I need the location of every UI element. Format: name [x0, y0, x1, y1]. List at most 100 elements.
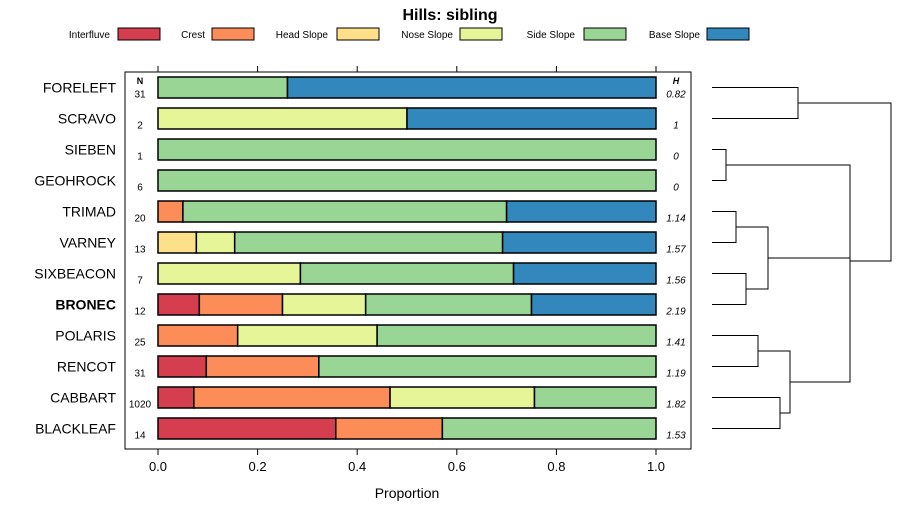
x-tick-label: 0.4 [348, 459, 366, 474]
bar-segment-side-slope [376, 324, 657, 347]
row-label: SCRAVO [58, 111, 116, 127]
bar-segment-interfluve [157, 386, 195, 409]
legend-swatch-side-slope [583, 27, 627, 41]
legend-label-interfluve: Interfluve [69, 30, 111, 41]
bar-segment-base-slope [530, 293, 657, 316]
row-h-label: 1.56 [666, 276, 686, 287]
row-h-label: 1.14 [666, 214, 686, 225]
bar-segment-side-slope [364, 293, 533, 316]
dendrogram-link [712, 149, 727, 181]
bar-segment-base-slope [286, 76, 657, 99]
bar-segment-interfluve [157, 293, 201, 316]
bar-segment-head-slope [157, 231, 198, 254]
bar-segment-nose-slope [157, 262, 302, 285]
row-h-label: 1.82 [666, 400, 686, 411]
bar-segment-crest [157, 200, 184, 223]
bar-segment-base-slope [501, 231, 657, 254]
row-n-label: 12 [134, 307, 146, 318]
row-h-label: 0 [673, 183, 679, 194]
row-label: BLACKLEAF [35, 421, 116, 437]
row-n-label: 1020 [129, 400, 152, 411]
dendrogram-link [726, 164, 851, 320]
legend-label-crest: Crest [181, 30, 205, 41]
dendrogram-link [712, 273, 747, 305]
row-n-label: 1 [137, 152, 143, 163]
legend-swatch-head-slope [336, 27, 380, 41]
bar-segment-crest [193, 386, 391, 409]
bar-segment-side-slope [157, 76, 289, 99]
bar-segment-side-slope [533, 386, 657, 409]
legend: Interfluve Crest Head Slope Nose Slope Side … [69, 27, 750, 41]
dendrogram-link [712, 397, 781, 429]
row-label: FORELEFT [43, 80, 117, 96]
bar-segment-base-slope [505, 200, 657, 223]
row-n-label: 20 [134, 214, 146, 225]
row-h-label: 1.57 [666, 245, 686, 256]
bar-segment-side-slope [157, 138, 657, 161]
chart-title: Hills: sibling [402, 7, 497, 24]
x-tick-label: 0.0 [149, 459, 167, 474]
legend-label-nose-slope: Nose Slope [401, 30, 453, 41]
bar-segment-base-slope [512, 262, 657, 285]
legend-swatch-crest [211, 27, 255, 41]
row-h-label: 0.82 [666, 90, 686, 101]
dendrogram-link [712, 87, 799, 119]
row-label: VARNEY [59, 235, 116, 251]
bar-segment-nose-slope [236, 324, 378, 347]
legend-swatch-nose-slope [459, 27, 503, 41]
x-tick-label: 0.6 [448, 459, 466, 474]
row-label: GEOHROCK [34, 173, 116, 189]
row-label: RENCOT [57, 359, 117, 375]
bar-segment-nose-slope [195, 231, 236, 254]
row-h-label: 1.41 [666, 338, 685, 349]
dendrogram [712, 87, 892, 429]
bar-segment-crest [157, 324, 239, 347]
row-h-label: 1 [673, 121, 679, 132]
row-n-label: 31 [134, 369, 146, 380]
legend-label-side-slope: Side Slope [527, 30, 576, 41]
dendrogram-link [758, 350, 791, 414]
row-h-label: 2.19 [665, 307, 686, 318]
dendrogram-link [712, 211, 737, 243]
dendrogram-link [798, 102, 892, 262]
legend-swatch-base-slope [706, 27, 750, 41]
x-tick-label: 0.2 [249, 459, 267, 474]
row-h-label: 1.19 [666, 369, 686, 380]
row-label: CABBART [50, 390, 116, 406]
x-tick-label: 0.8 [547, 459, 565, 474]
bar-segment-nose-slope [389, 386, 536, 409]
bar-segment-side-slope [157, 169, 657, 192]
bar-segment-interfluve [157, 417, 337, 440]
dendrogram-link [736, 226, 769, 290]
bar-segment-side-slope [182, 200, 508, 223]
x-tick-label: 1.0 [647, 459, 665, 474]
row-n-label: 2 [137, 121, 143, 132]
row-n-label: 7 [137, 276, 143, 287]
bar-segment-side-slope [233, 231, 504, 254]
bar-segment-nose-slope [281, 293, 367, 316]
plot-panel [124, 71, 692, 450]
x-axis-label: Proportion [375, 485, 440, 501]
bar-segment-crest [205, 355, 320, 378]
dendrogram-link [768, 257, 851, 383]
bar-segment-nose-slope [157, 107, 408, 130]
row-label: SIEBEN [65, 142, 116, 158]
bars-group: FORELEFT 31 0.82 SCRAVO 2 1 SIEBEN 1 0 GEOHROCK 6 0… [34, 76, 686, 442]
row-label: BRONEC [55, 297, 116, 313]
row-label: POLARIS [55, 328, 116, 344]
bar-segment-side-slope [441, 417, 657, 440]
n-header: N [137, 76, 144, 86]
x-axis: 0.0 0.2 0.4 0.6 0.8 1.0 [149, 66, 665, 474]
legend-label-base-slope: Base Slope [649, 30, 701, 41]
dendrogram-link [712, 335, 759, 367]
bar-segment-side-slope [318, 355, 657, 378]
bar-segment-interfluve [157, 355, 208, 378]
row-h-label: 0 [673, 152, 679, 163]
h-header: H [673, 76, 680, 86]
row-n-label: 31 [134, 90, 146, 101]
bar-segment-side-slope [299, 262, 515, 285]
row-label: SIXBEACON [34, 266, 116, 282]
bar-segment-base-slope [406, 107, 657, 130]
legend-swatch-interfluve [117, 27, 161, 41]
row-n-label: 25 [134, 338, 146, 349]
